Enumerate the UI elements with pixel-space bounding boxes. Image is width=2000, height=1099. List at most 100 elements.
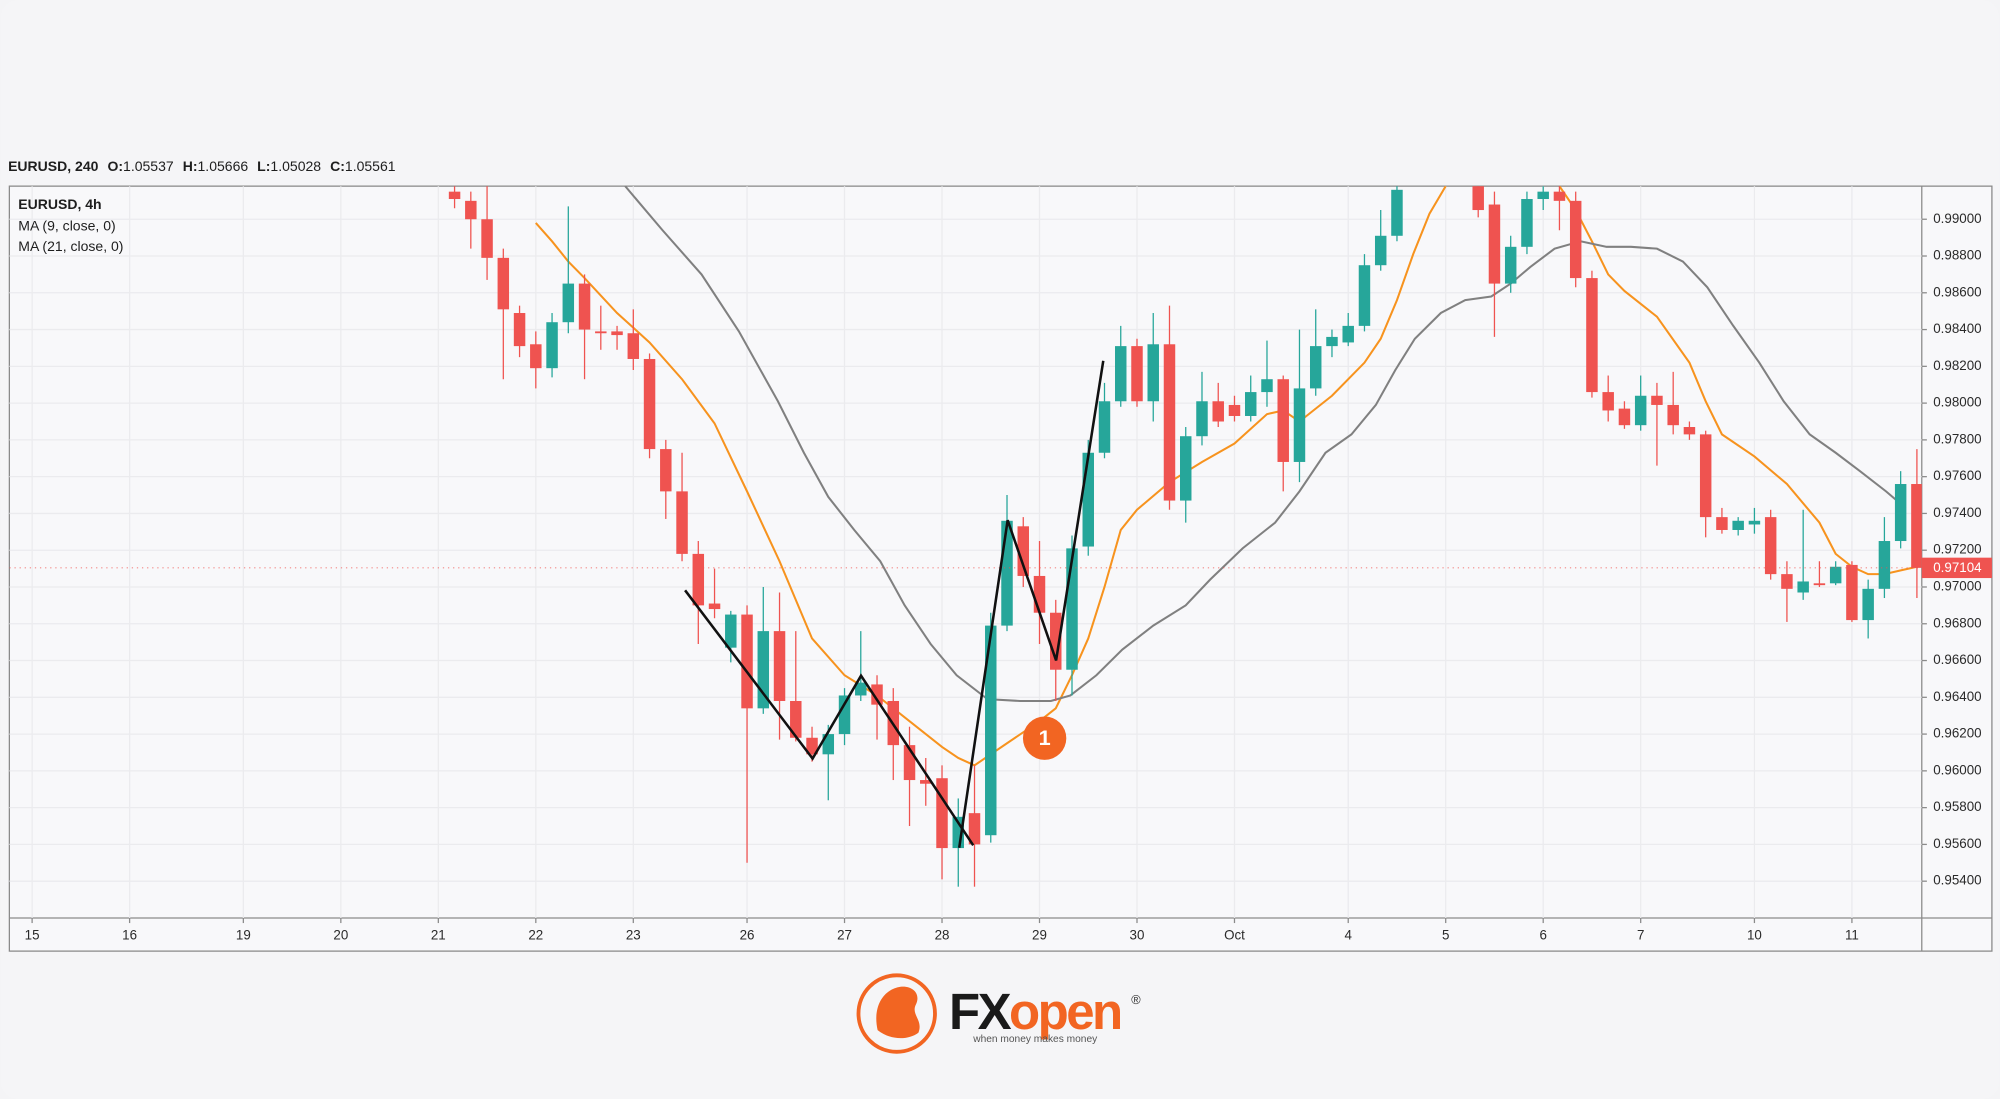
candle-body bbox=[627, 333, 640, 359]
candle-body bbox=[1293, 388, 1306, 462]
logo-icon bbox=[876, 986, 920, 1039]
x-tick-label: 26 bbox=[740, 927, 755, 942]
legend-entry: MA (9, close, 0) bbox=[18, 218, 115, 234]
y-tick-label: 0.97800 bbox=[1933, 431, 1981, 446]
y-tick-label: 0.96600 bbox=[1933, 652, 1981, 667]
y-tick-label: 0.95400 bbox=[1933, 873, 1981, 888]
field-label: O: bbox=[107, 158, 123, 174]
candle-body bbox=[1618, 408, 1631, 426]
candle-body bbox=[725, 614, 737, 648]
candle-body bbox=[920, 780, 932, 784]
moving-average-line bbox=[624, 186, 1907, 703]
candle-body bbox=[1748, 520, 1761, 525]
field-label: H: bbox=[183, 158, 198, 174]
symbol: EURUSD, 240 bbox=[8, 158, 99, 174]
logo-fx: FX bbox=[949, 984, 1012, 1041]
logo-ring bbox=[856, 973, 937, 1054]
field-value: 1.05028 bbox=[270, 158, 321, 174]
candle-body bbox=[1326, 336, 1338, 347]
candle-body bbox=[1667, 404, 1679, 426]
y-tick-label: 0.96200 bbox=[1933, 726, 1981, 741]
candle-body bbox=[660, 449, 672, 492]
candle-body bbox=[708, 603, 721, 610]
candle-body bbox=[822, 734, 835, 755]
candle-body bbox=[1050, 612, 1062, 670]
x-tick-label: 6 bbox=[1539, 927, 1546, 942]
x-tick-label: 29 bbox=[1032, 927, 1047, 942]
plot-area bbox=[9, 186, 1922, 918]
candle-body bbox=[1261, 379, 1273, 393]
candle-body bbox=[1309, 346, 1322, 389]
candle-body bbox=[692, 553, 705, 606]
x-tick-label: 27 bbox=[837, 927, 852, 942]
x-tick-label: 22 bbox=[528, 927, 543, 942]
x-tick-label: 5 bbox=[1442, 927, 1449, 942]
candle-body bbox=[465, 200, 477, 220]
y-tick-label: 0.95800 bbox=[1933, 799, 1981, 814]
candle-body bbox=[790, 700, 802, 738]
candle-body bbox=[1553, 191, 1566, 201]
candle-body bbox=[1180, 436, 1192, 501]
candle-body bbox=[676, 491, 688, 554]
candle-body bbox=[1569, 200, 1582, 279]
candle-body bbox=[1911, 484, 1922, 568]
candle-body bbox=[1017, 526, 1029, 576]
candle-body bbox=[1813, 583, 1826, 586]
candle-body bbox=[1472, 186, 1484, 211]
logo-text: FXopen bbox=[949, 984, 1121, 1041]
candle-body bbox=[1228, 404, 1241, 416]
y-tick-label: 0.98600 bbox=[1933, 284, 1981, 299]
pattern-drawing bbox=[684, 360, 1105, 849]
candle-body bbox=[1147, 344, 1159, 402]
candle-body bbox=[773, 631, 786, 701]
pattern-line bbox=[957, 360, 1105, 849]
candle-body bbox=[1277, 379, 1289, 462]
pattern-line bbox=[684, 589, 975, 846]
candle-body bbox=[1391, 189, 1403, 236]
candle-body bbox=[1098, 401, 1111, 453]
candle-body bbox=[546, 322, 558, 369]
candle-body bbox=[1683, 427, 1696, 435]
candle-body bbox=[448, 191, 461, 200]
annotation-marker bbox=[1022, 716, 1067, 760]
x-tick-label: Oct bbox=[1224, 927, 1245, 942]
last-price-box bbox=[1921, 557, 1992, 579]
candle-body bbox=[1732, 520, 1744, 530]
y-tick-label: 0.96800 bbox=[1933, 615, 1981, 630]
candle-body bbox=[1342, 325, 1354, 343]
candle-body bbox=[936, 778, 948, 849]
candle-body bbox=[643, 358, 656, 450]
x-tick-label: 19 bbox=[236, 927, 251, 942]
candle-body bbox=[1521, 199, 1533, 247]
y-tick-label: 0.97400 bbox=[1933, 505, 1981, 520]
candle-body bbox=[1131, 346, 1143, 402]
y-tick-label: 0.98800 bbox=[1933, 248, 1981, 263]
candle-body bbox=[1504, 246, 1517, 284]
candle-body bbox=[1374, 235, 1387, 266]
legend-symbol: EURUSD, 4h bbox=[18, 196, 101, 212]
ohlc-header: EURUSD, 240 O:1.05537 H:1.05666 L:1.0502… bbox=[8, 158, 396, 174]
candle-body bbox=[1699, 434, 1712, 518]
field-value: 1.05561 bbox=[345, 158, 396, 174]
logo-tagline: when money makes money bbox=[972, 1034, 1098, 1045]
y-tick-label: 0.97600 bbox=[1933, 468, 1981, 483]
candle-body bbox=[1634, 395, 1647, 426]
candle-body bbox=[1781, 574, 1793, 589]
candle-body bbox=[1244, 392, 1257, 416]
candle-body bbox=[1602, 392, 1614, 411]
candle-body bbox=[741, 614, 753, 709]
y-tick-label: 0.95600 bbox=[1933, 836, 1981, 851]
x-tick-label: 30 bbox=[1130, 927, 1145, 942]
candle-body bbox=[1488, 204, 1501, 284]
candle-body bbox=[1764, 517, 1777, 575]
candle-body bbox=[1082, 452, 1094, 547]
field-value: 1.05537 bbox=[123, 158, 174, 174]
legend-entry: MA (21, close, 0) bbox=[18, 238, 123, 254]
x-tick-label: 7 bbox=[1637, 927, 1644, 942]
x-tick-label: 20 bbox=[333, 927, 348, 942]
candle-body bbox=[1115, 346, 1127, 402]
y-tick-label: 0.97000 bbox=[1933, 579, 1981, 594]
candle-body bbox=[562, 283, 575, 323]
y-tick-label: 0.98200 bbox=[1933, 358, 1981, 373]
x-tick-label: 21 bbox=[431, 927, 446, 942]
